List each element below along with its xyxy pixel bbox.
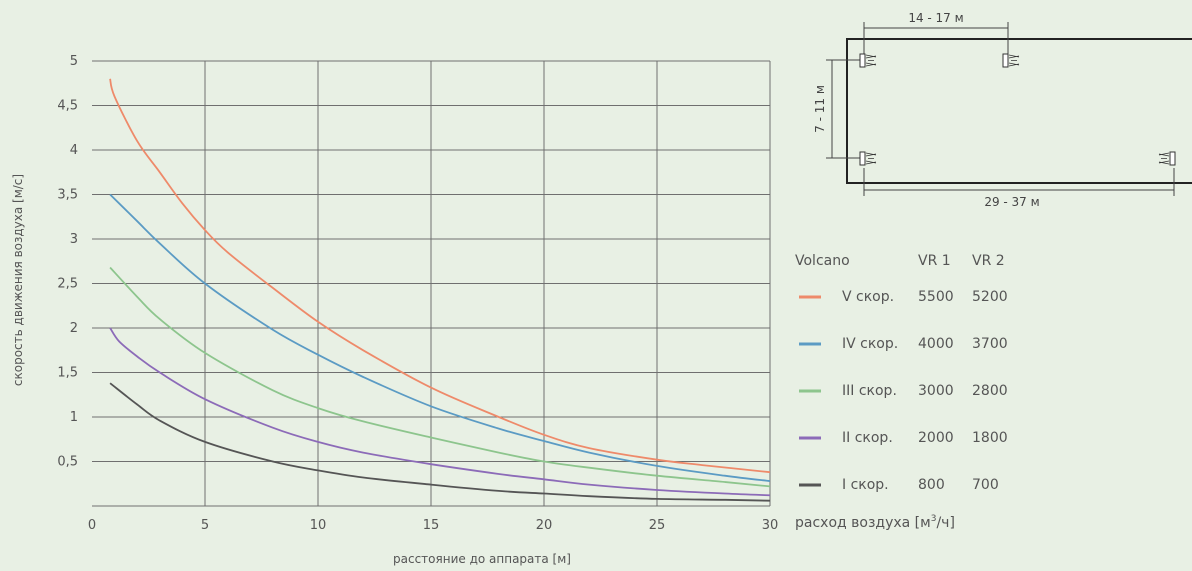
- x-tick-label: 5: [201, 518, 209, 533]
- legend-vr1-value: 3000: [918, 383, 954, 399]
- legend-vr1-value: 800: [918, 477, 945, 493]
- legend-vr2-value: 700: [972, 477, 999, 493]
- series-line-3: [109, 266, 771, 488]
- y-tick-label: 2: [70, 321, 78, 336]
- y-axis-label: скорость движения воздуха [м/с]: [11, 174, 25, 386]
- heater-unit-icon: [1002, 53, 1020, 68]
- legend-vr1-value: 5500: [918, 289, 954, 305]
- room-layout-diagram: 14 - 17 м 7 - 11 м 29 - 37 м: [813, 11, 1192, 209]
- legend-rows: V скор. 5500 5200 IV скор. 4000 3700 III скор.…: [799, 289, 1008, 493]
- x-tick-label: 30: [762, 518, 779, 533]
- legend-column-vr2: VR 2: [972, 253, 1005, 269]
- y-tick-label: 3: [70, 232, 78, 247]
- legend-vr1-value: 4000: [918, 336, 954, 352]
- series-line-1: [109, 78, 771, 474]
- series-line-2: [109, 193, 771, 482]
- side-dimension-label: 7 - 11 м: [813, 85, 827, 133]
- legend-speed-label: II скор.: [842, 430, 893, 446]
- legend-footer: расход воздуха [м3/ч]: [795, 514, 955, 531]
- y-tick-label: 5: [70, 54, 78, 69]
- chart-grid: [92, 60, 771, 507]
- legend-vr2-value: 3700: [972, 336, 1008, 352]
- x-axis-label: расстояние до аппарата [м]: [393, 552, 571, 566]
- legend-vr1-value: 2000: [918, 430, 954, 446]
- x-tick-label: 20: [536, 518, 553, 533]
- legend-speed-label: III скор.: [842, 383, 897, 399]
- y-tick-label: 4,5: [57, 99, 78, 114]
- heater-unit-icon: [1158, 151, 1176, 166]
- x-tick-label: 0: [88, 518, 96, 533]
- line-chart: 0,5 1 1,5 2 2,5 3 3,5 4 4,5 5 0 5 10 15 20 25 30 рассто…: [11, 54, 778, 566]
- legend-vr2-value: 2800: [972, 383, 1008, 399]
- legend-table: Volcano VR 1 VR 2 V скор. 5500 5200 IV скор…: [795, 253, 1008, 531]
- x-axis-ticks: 0 5 10 15 20 25 30: [88, 518, 778, 533]
- legend-vr2-value: 5200: [972, 289, 1008, 305]
- legend-column-vr1: VR 1: [918, 253, 951, 269]
- legend-speed-label: V скор.: [842, 289, 894, 305]
- heater-unit-icon: [859, 151, 877, 166]
- series-line-5: [109, 382, 771, 502]
- y-tick-label: 4: [70, 143, 78, 158]
- top-dimension-label: 14 - 17 м: [908, 11, 963, 25]
- room-outline: [846, 38, 1192, 184]
- y-tick-label: 1: [70, 410, 78, 425]
- legend-speed-label: IV скор.: [842, 336, 898, 352]
- heater-unit-icon: [859, 53, 877, 68]
- y-tick-label: 2,5: [57, 277, 78, 292]
- x-tick-label: 10: [310, 518, 327, 533]
- y-tick-label: 3,5: [57, 188, 78, 203]
- y-tick-label: 0,5: [57, 455, 78, 470]
- series-line-4: [109, 327, 771, 497]
- legend-speed-label: I скор.: [842, 477, 889, 493]
- y-axis-ticks: 0,5 1 1,5 2 2,5 3 3,5 4 4,5 5: [57, 54, 78, 470]
- legend-vr2-value: 1800: [972, 430, 1008, 446]
- y-tick-label: 1,5: [57, 366, 78, 381]
- bottom-dimension-label: 29 - 37 м: [984, 195, 1039, 209]
- legend-header: Volcano: [795, 253, 850, 269]
- x-tick-label: 15: [423, 518, 440, 533]
- chart-series: [109, 78, 771, 502]
- x-tick-label: 25: [649, 518, 666, 533]
